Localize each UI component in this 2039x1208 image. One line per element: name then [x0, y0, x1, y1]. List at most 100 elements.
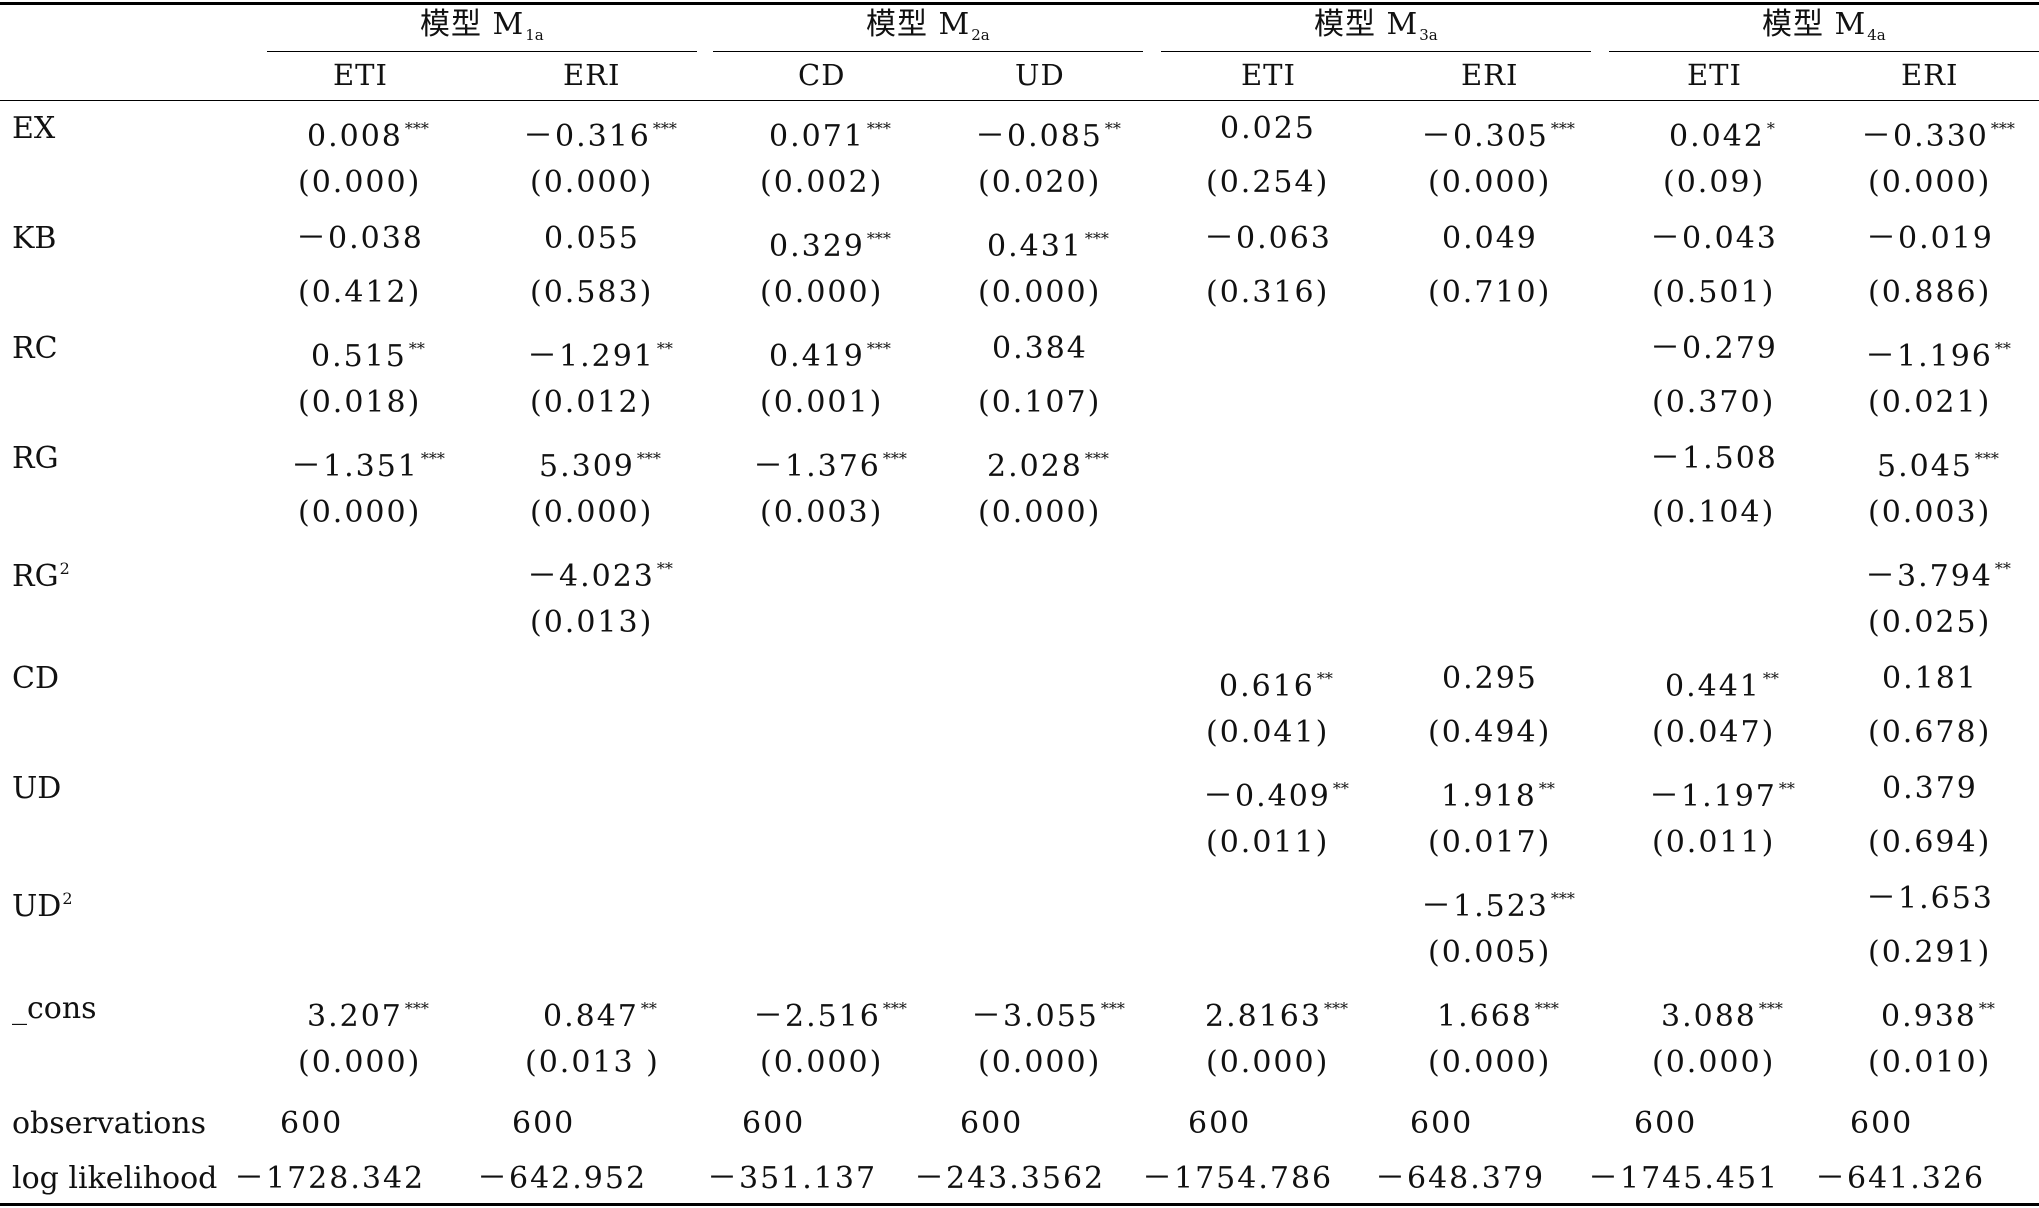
log-likelihood-row-label: log likelihood [12, 1161, 218, 1196]
coefficient-value: －3.055 [971, 999, 1099, 1034]
model-group-rule [713, 51, 1143, 52]
coefficient-cell: 5.045 *** [1877, 444, 1999, 482]
significance-stars: *** [866, 339, 891, 358]
variable-label: EX [12, 114, 55, 144]
coefficient-value: 0.847 [543, 999, 639, 1034]
column-header: CD [798, 58, 846, 92]
coefficient-value: 0.441 [1665, 669, 1761, 704]
p-value-cell: (0.047) [1652, 715, 1776, 750]
significance-stars: *** [404, 119, 429, 138]
coefficient-cell: －0.305 *** [1421, 114, 1575, 152]
coefficient-cell: 0.329 *** [769, 224, 891, 262]
coefficient-value: 0.384 [992, 331, 1088, 366]
significance-stars: ** [640, 999, 657, 1018]
coefficient-value: 0.008 [307, 119, 403, 154]
model-group-rule [1161, 51, 1591, 52]
coefficient-cell: －0.279 [1650, 334, 1778, 364]
coefficient-cell: －1.523 *** [1421, 884, 1575, 922]
significance-stars: ** [1762, 669, 1779, 688]
coefficient-cell: 5.309 *** [539, 444, 661, 482]
variable-name: _cons [12, 991, 97, 1026]
observations-row-value: 600 [960, 1106, 1024, 1141]
coefficient-cell: 0.071 *** [769, 114, 891, 152]
variable-name: RG [12, 441, 59, 476]
model-name: 模型 M [866, 7, 971, 42]
coefficient-cell: 0.042 * [1669, 114, 1775, 152]
significance-stars: ** [656, 559, 673, 578]
coefficient-value: －1.197 [1649, 779, 1777, 814]
significance-stars: *** [1084, 449, 1109, 468]
coefficient-value: 0.295 [1442, 661, 1538, 696]
coefficient-cell: 2.8163 *** [1205, 994, 1348, 1032]
coefficient-value: 0.025 [1220, 111, 1316, 146]
significance-stars: *** [1084, 229, 1109, 248]
significance-stars: ** [1316, 669, 1333, 688]
coefficient-cell: 1.668 *** [1437, 994, 1559, 1032]
p-value-cell: (0.694) [1868, 825, 1992, 860]
variable-name: EX [12, 111, 56, 146]
model-group-title: 模型 M4a [1762, 10, 1886, 50]
model-group-rule [1609, 51, 2039, 52]
variable-label: CD [12, 664, 59, 694]
model-subscript: 2a [971, 26, 990, 44]
coefficient-value: 0.616 [1219, 669, 1315, 704]
p-value-cell: (0.013 ) [525, 1045, 660, 1080]
p-value-cell: (0.09) [1663, 165, 1766, 200]
model-group-title: 模型 M1a [420, 10, 544, 50]
coefficient-value: 0.431 [987, 229, 1083, 264]
variable-label: RG [12, 444, 59, 474]
coefficient-value: －0.330 [1861, 119, 1989, 154]
coefficient-value: 0.071 [769, 119, 865, 154]
coefficient-cell: 0.938 ** [1881, 994, 1995, 1032]
coefficient-value: 0.049 [1442, 221, 1538, 256]
coefficient-cell: 0.055 [544, 224, 640, 254]
p-value-cell: (0.316) [1206, 275, 1330, 310]
p-value-cell: (0.005) [1428, 935, 1552, 970]
column-header: ERI [563, 58, 621, 92]
coefficient-cell: －1.351 *** [291, 444, 445, 482]
header-rule [0, 100, 2039, 101]
p-value-cell: (0.000) [1428, 165, 1552, 200]
variable-label: RC [12, 334, 58, 364]
p-value-cell: (0.107) [978, 385, 1102, 420]
significance-stars: ** [1994, 559, 2011, 578]
coefficient-cell: －1.197 ** [1649, 774, 1795, 812]
coefficient-cell: －1.508 [1650, 444, 1778, 474]
variable-name: UD [12, 771, 62, 806]
significance-stars: ** [1332, 779, 1349, 798]
model-group-rule [267, 51, 697, 52]
observations-row-value: 600 [1188, 1106, 1252, 1141]
coefficient-value: 0.055 [544, 221, 640, 256]
coefficient-cell: －0.409 ** [1203, 774, 1349, 812]
coefficient-value: 0.042 [1669, 119, 1765, 154]
coefficient-cell: －0.063 [1204, 224, 1332, 254]
coefficient-cell: 0.431 *** [987, 224, 1109, 262]
model-group-title: 模型 M3a [1314, 10, 1438, 50]
p-value-cell: (0.003) [760, 495, 884, 530]
significance-stars: ** [408, 339, 425, 358]
variable-label: UD [12, 774, 61, 804]
coefficient-cell: －1.291 ** [527, 334, 673, 372]
variable-name: CD [12, 661, 60, 696]
coefficient-cell: －1.653 [1866, 884, 1994, 914]
column-header: ETI [1687, 58, 1742, 92]
p-value-cell: (0.000) [1206, 1045, 1330, 1080]
p-value-cell: (0.000) [530, 165, 654, 200]
coefficient-cell: －1.376 *** [753, 444, 907, 482]
p-value-cell: (0.412) [298, 275, 422, 310]
p-value-cell: (0.000) [298, 495, 422, 530]
log-likelihood-row-value: －641.326 [1815, 1161, 1986, 1196]
p-value-cell: (0.000) [978, 275, 1102, 310]
coefficient-cell: －0.038 [296, 224, 424, 254]
log-likelihood-row-value: －648.379 [1375, 1161, 1546, 1196]
model-name: 模型 M [1762, 7, 1867, 42]
log-likelihood-row-value: －1745.451 [1588, 1161, 1780, 1196]
coefficient-value: 0.419 [769, 339, 865, 374]
p-value-cell: (0.678) [1868, 715, 1992, 750]
variable-label: KB [12, 224, 56, 254]
significance-stars: *** [866, 229, 891, 248]
coefficient-cell: 0.847 ** [543, 994, 657, 1032]
coefficient-cell: 0.049 [1442, 224, 1538, 254]
coefficient-value: 3.207 [307, 999, 403, 1034]
p-value-cell: (0.710) [1428, 275, 1552, 310]
